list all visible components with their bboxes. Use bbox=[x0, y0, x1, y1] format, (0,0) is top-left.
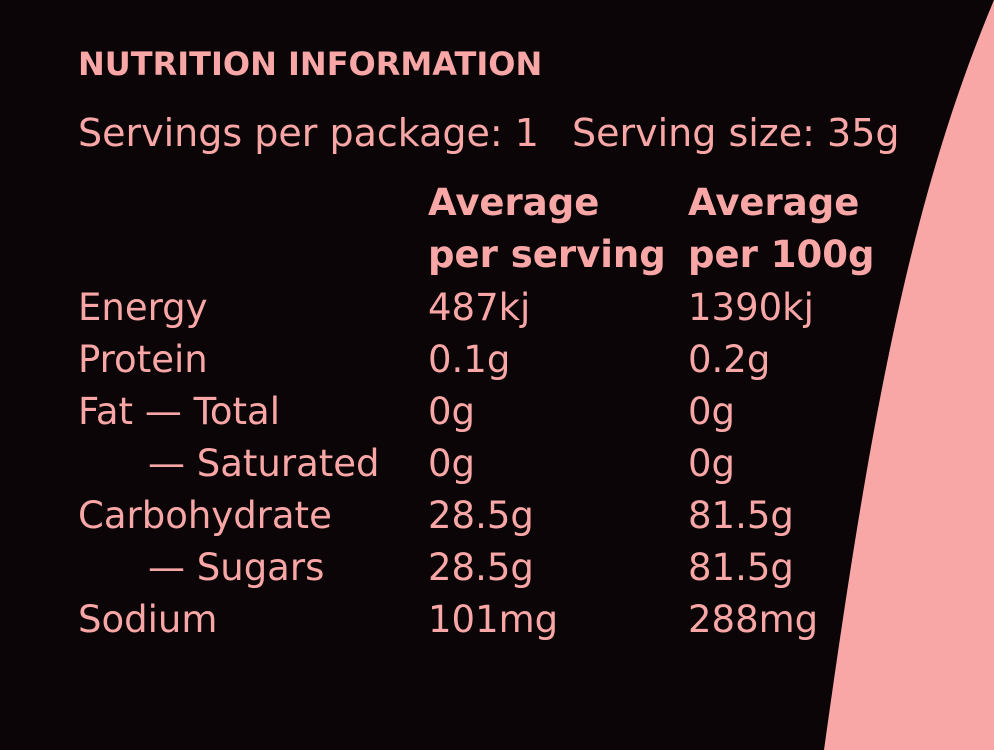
cell: 101mg bbox=[428, 598, 559, 641]
row-label: Sodium bbox=[78, 598, 218, 641]
title: NUTRITION INFORMATION bbox=[78, 45, 543, 83]
cell: 0.1g bbox=[428, 338, 511, 381]
cell: 1390kj bbox=[688, 286, 814, 329]
row-label: Energy bbox=[78, 286, 208, 329]
column-header: Average bbox=[428, 181, 600, 224]
row-label: Fat — Total bbox=[78, 390, 281, 433]
row-label: Carbohydrate bbox=[78, 494, 332, 537]
cell: 487kj bbox=[428, 286, 531, 329]
cell: 0g bbox=[688, 390, 736, 433]
column-header: Average bbox=[688, 181, 860, 224]
serving-size: Serving size: 35g bbox=[572, 111, 900, 155]
column-header: per 100g bbox=[688, 233, 875, 276]
cell: 81.5g bbox=[688, 494, 794, 537]
row-label: — Saturated bbox=[148, 442, 380, 485]
cell: 0g bbox=[688, 442, 736, 485]
cell: 28.5g bbox=[428, 494, 534, 537]
curve-shape bbox=[824, 0, 994, 750]
row-label: — Sugars bbox=[148, 546, 325, 589]
servings-per-package: Servings per package: 1 bbox=[78, 111, 539, 155]
cell: 28.5g bbox=[428, 546, 534, 589]
cell: 0g bbox=[428, 442, 476, 485]
cell: 81.5g bbox=[688, 546, 794, 589]
row-label: Protein bbox=[78, 338, 208, 381]
column-header: per serving bbox=[428, 233, 666, 276]
cell: 0.2g bbox=[688, 338, 771, 381]
cell: 0g bbox=[428, 390, 476, 433]
cell: 288mg bbox=[688, 598, 819, 641]
